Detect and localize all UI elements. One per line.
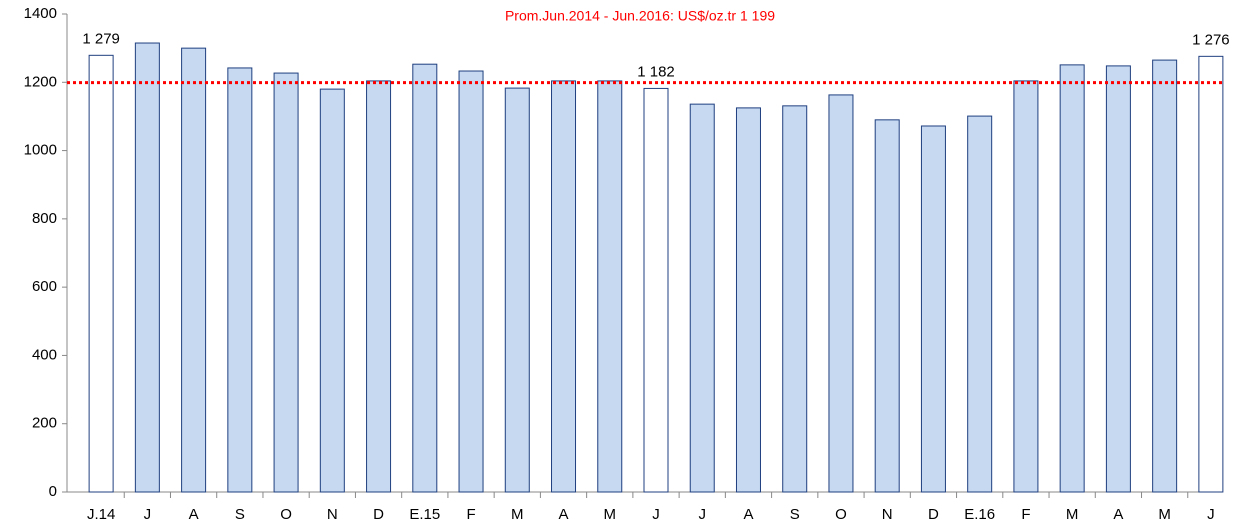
- bar: [1105, 65, 1131, 493]
- x-tick-label: J: [698, 506, 706, 523]
- bar: [1198, 55, 1224, 493]
- bar: [504, 87, 530, 493]
- x-tick-label: A: [189, 506, 199, 523]
- x-tick-label: J: [1207, 506, 1215, 523]
- x-tick-label: J: [144, 506, 152, 523]
- x-tick-label: F: [466, 506, 475, 523]
- bar: [273, 72, 299, 493]
- bar: [643, 87, 669, 493]
- x-tick-label: O: [280, 506, 292, 523]
- bar: [1152, 59, 1178, 493]
- x-tick-label: O: [835, 506, 847, 523]
- bar: [1013, 80, 1039, 493]
- y-tick-label: 600: [32, 278, 57, 295]
- x-tick-label: M: [1158, 506, 1171, 523]
- x-tick-label: D: [373, 506, 384, 523]
- x-tick-label: J.14: [87, 506, 115, 523]
- bar: [366, 80, 392, 493]
- bar: [967, 115, 993, 493]
- x-tick-label: M: [604, 506, 617, 523]
- x-tick-label: E.15: [409, 506, 440, 523]
- bar: [551, 80, 577, 493]
- value-label: 1 279: [82, 30, 120, 47]
- bar: [319, 88, 345, 493]
- bar: [227, 67, 253, 493]
- bar: [181, 47, 207, 493]
- bar: [458, 70, 484, 493]
- bar: [735, 107, 761, 493]
- bar: [88, 54, 114, 493]
- x-tick-label: F: [1021, 506, 1030, 523]
- bar: [828, 94, 854, 493]
- x-tick-label: A: [1113, 506, 1123, 523]
- y-tick-label: 1000: [24, 142, 57, 159]
- y-tick-label: 200: [32, 415, 57, 432]
- value-label: 1 276: [1192, 31, 1230, 48]
- x-tick-label: S: [790, 506, 800, 523]
- x-tick-label: E.16: [964, 506, 995, 523]
- bar: [689, 103, 715, 493]
- bar: [1059, 64, 1085, 493]
- bar: [920, 125, 946, 493]
- bar: [412, 63, 438, 493]
- x-tick-label: J: [652, 506, 660, 523]
- x-tick-label: A: [743, 506, 753, 523]
- bar: [782, 105, 808, 493]
- value-label: 1 182: [637, 63, 675, 80]
- x-tick-label: N: [882, 506, 893, 523]
- y-tick-label: 1200: [24, 73, 57, 90]
- x-tick-label: M: [1066, 506, 1079, 523]
- x-tick-label: M: [511, 506, 524, 523]
- x-tick-label: A: [559, 506, 569, 523]
- bar: [134, 42, 160, 493]
- y-tick-label: 800: [32, 210, 57, 227]
- bar: [874, 119, 900, 493]
- y-tick-label: 0: [49, 483, 57, 500]
- x-tick-label: S: [235, 506, 245, 523]
- x-tick-label: N: [327, 506, 338, 523]
- x-tick-label: D: [928, 506, 939, 523]
- chart-title: Prom.Jun.2014 - Jun.2016: US$/oz.tr 1 19…: [505, 8, 775, 24]
- y-tick-label: 400: [32, 346, 57, 363]
- y-tick-label: 1400: [24, 5, 57, 22]
- bar: [597, 80, 623, 493]
